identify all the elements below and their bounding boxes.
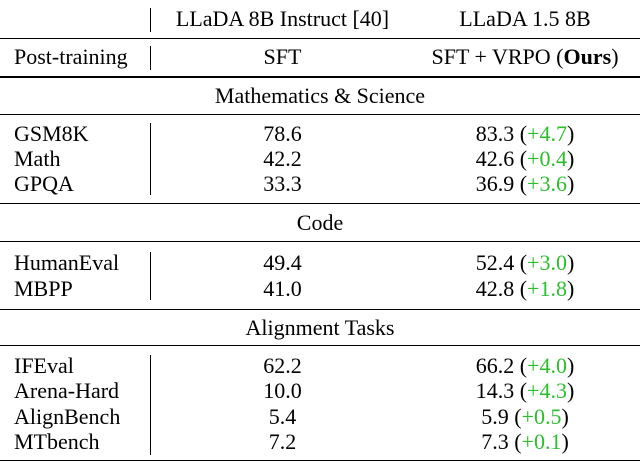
- ours-value: 42.8: [475, 276, 515, 301]
- post-training-label: Post-training: [14, 44, 128, 69]
- rule-below-post-training: [0, 76, 640, 78]
- table-row: GSM8K 78.6 83.3 (+4.7): [0, 120, 640, 148]
- benchmark-name: Arena-Hard: [14, 378, 120, 403]
- table-row: HumanEval 49.4 52.4 (+3.0): [0, 249, 640, 277]
- ours-score: 42.8 (+1.8): [475, 276, 575, 301]
- rule-below-section: [0, 309, 640, 310]
- ours-value: 52.4: [475, 250, 515, 275]
- ours-value: 5.9: [481, 404, 509, 429]
- delta-value: +4.0: [527, 353, 567, 378]
- section-divider: [150, 252, 151, 300]
- rule-below-section-title: [0, 241, 640, 242]
- table-row: MBPP 41.0 42.8 (+1.8): [0, 275, 640, 303]
- table-row: Arena-Hard 10.0 14.3 (+4.3): [0, 377, 640, 405]
- delta-value: +0.5: [521, 404, 562, 429]
- base-score: 7.2: [268, 429, 297, 454]
- delta-value: +0.4: [527, 146, 567, 171]
- benchmark-name: GPQA: [14, 171, 74, 196]
- base-score: 42.2: [263, 146, 302, 171]
- table-row: AlignBench 5.4 5.9 (+0.5): [0, 403, 640, 431]
- rule-below-header: [0, 38, 640, 39]
- ours-value: 83.3: [475, 121, 515, 146]
- post-training-ours: SFT + VRPO (Ours): [410, 43, 640, 71]
- benchmark-name: MTbench: [14, 429, 100, 454]
- ours-score: 83.3 (+4.7): [475, 121, 575, 146]
- base-score: 5.4: [268, 404, 297, 429]
- table-row: Math 42.2 42.6 (+0.4): [0, 145, 640, 173]
- section-title-row: Mathematics & Science: [0, 82, 640, 110]
- ours-score: 66.2 (+4.0): [475, 353, 575, 378]
- delta-value: +0.1: [521, 429, 562, 454]
- section-title-row: Alignment Tasks: [0, 314, 640, 342]
- table-row: MTbench 7.2 7.3 (+0.1): [0, 428, 640, 456]
- benchmark-name: IFEval: [14, 353, 74, 378]
- benchmark-name: HumanEval: [14, 250, 120, 275]
- section-title-math-science: Mathematics & Science: [214, 83, 426, 108]
- ours-value: 36.9: [475, 171, 515, 196]
- ours-value: 14.3: [475, 378, 515, 403]
- section-title-code: Code: [296, 210, 344, 235]
- benchmark-name: GSM8K: [14, 121, 89, 146]
- ours-value: 7.3: [481, 429, 509, 454]
- header-col-llada-15: LLaDA 1.5 8B: [459, 6, 591, 31]
- base-score: 41.0: [263, 276, 302, 301]
- ours-value: 42.6: [475, 146, 515, 171]
- delta-value: +1.8: [527, 276, 567, 301]
- post-training-ours-prefix: SFT + VRPO (: [431, 44, 564, 69]
- ours-score: 7.3 (+0.1): [481, 429, 569, 454]
- table-row: GPQA 33.3 36.9 (+3.6): [0, 170, 640, 198]
- ours-value: 66.2: [475, 353, 515, 378]
- ours-score: 5.9 (+0.5): [481, 404, 569, 429]
- section-title-alignment: Alignment Tasks: [245, 315, 395, 340]
- rule-below-section-title: [0, 114, 640, 115]
- base-score: 10.0: [263, 378, 302, 403]
- benchmark-name: Math: [14, 146, 61, 171]
- ours-score: 52.4 (+3.0): [475, 250, 575, 275]
- section-divider: [150, 355, 151, 455]
- section-title-row: Code: [0, 209, 640, 237]
- table-row: IFEval 62.2 66.2 (+4.0): [0, 352, 640, 380]
- ours-score: 36.9 (+3.6): [475, 171, 575, 196]
- header-divider: [150, 8, 151, 32]
- bottom-rule: [0, 460, 640, 461]
- rule-below-section: [0, 203, 640, 204]
- base-score: 78.6: [263, 121, 302, 146]
- benchmark-name: AlignBench: [14, 404, 121, 429]
- post-training-row: Post-training SFT SFT + VRPO (Ours): [0, 43, 640, 71]
- delta-value: +3.0: [527, 250, 567, 275]
- header-col-llada-instruct: LLaDA 8B Instruct [40]: [175, 6, 390, 31]
- ours-label: Ours: [563, 44, 612, 69]
- delta-value: +4.3: [527, 378, 567, 403]
- benchmark-name: MBPP: [14, 276, 73, 301]
- rule-below-section-title: [0, 345, 640, 346]
- ours-score: 14.3 (+4.3): [475, 378, 575, 403]
- base-score: 49.4: [263, 250, 302, 275]
- delta-value: +4.7: [527, 121, 567, 146]
- base-score: 33.3: [263, 171, 302, 196]
- delta-value: +3.6: [527, 171, 567, 196]
- base-score: 62.2: [263, 353, 302, 378]
- post-training-base: SFT: [263, 44, 302, 69]
- section-divider: [150, 123, 151, 195]
- post-training-divider: [150, 46, 151, 70]
- header-row: LLaDA 8B Instruct [40] LLaDA 1.5 8B: [0, 5, 640, 33]
- post-training-ours-suffix: ): [611, 44, 619, 69]
- ours-score: 42.6 (+0.4): [475, 146, 575, 171]
